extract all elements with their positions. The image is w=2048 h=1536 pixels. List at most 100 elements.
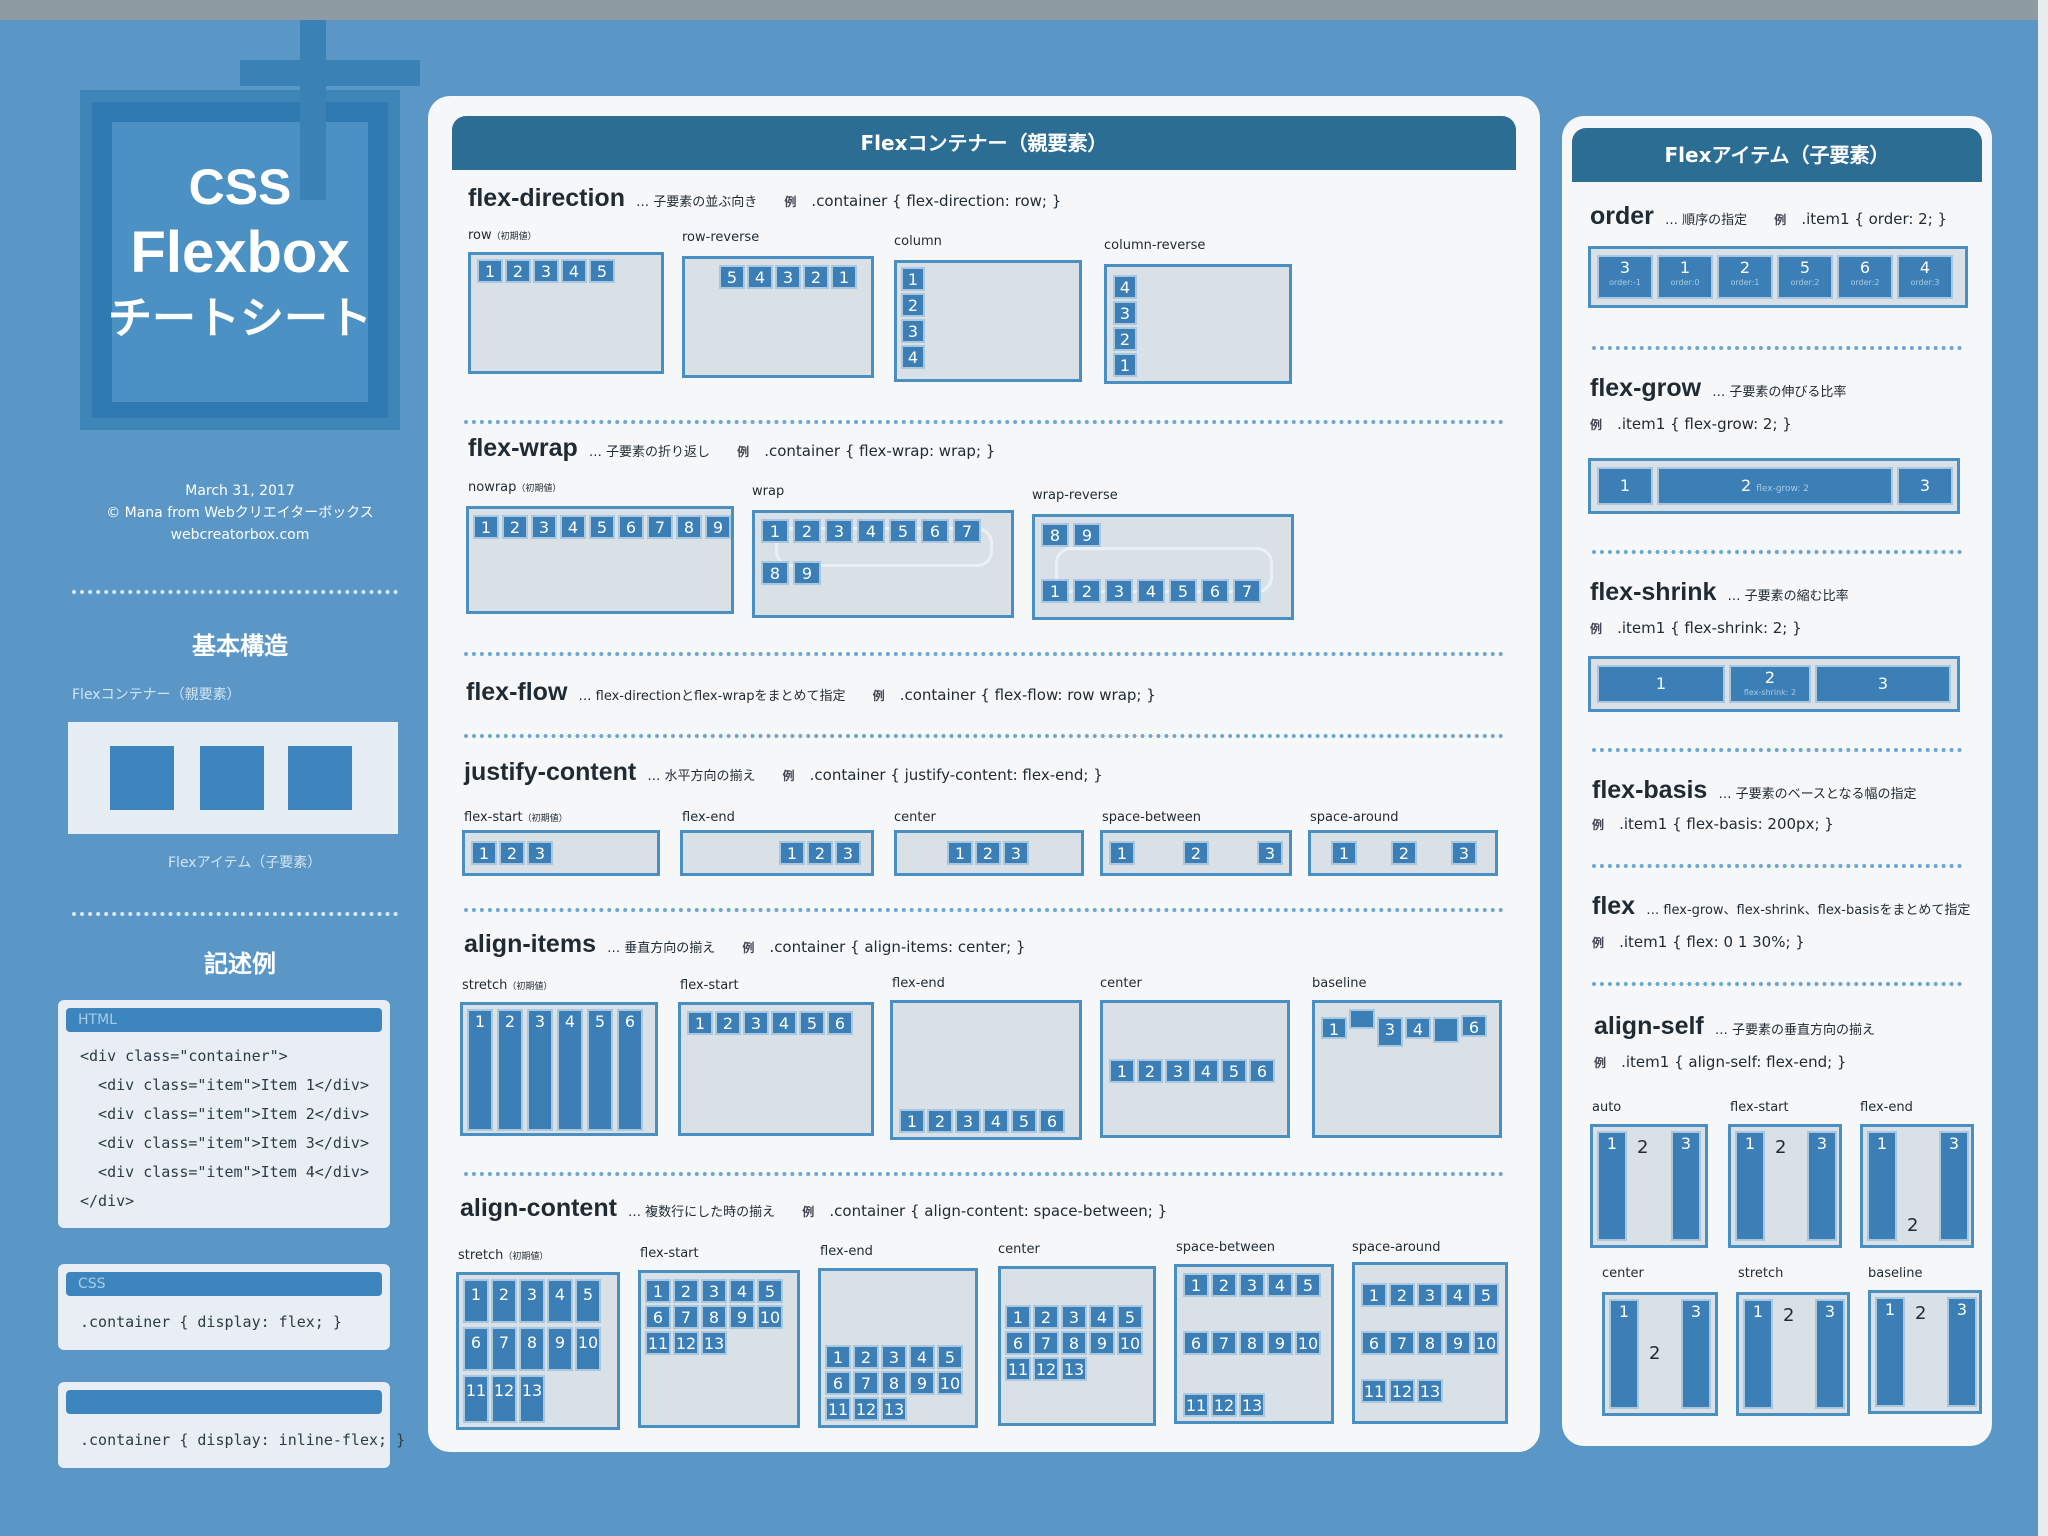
property-code: .item1 { flex-grow: 2; } (1617, 415, 1792, 433)
flex-item: 2 (927, 1109, 953, 1133)
flex-item: 1 (1041, 579, 1069, 603)
demo-label: wrap-reverse (1032, 488, 1118, 503)
flex-item: 5 order:2 (1777, 255, 1833, 299)
flex-item: 5 (1221, 1059, 1247, 1083)
demo-self-flex-start: 1 2 3 (1728, 1124, 1842, 1248)
align-items-row: align-items … 垂直方向の揃え 例 .container { ali… (464, 930, 1025, 959)
demo-label: auto (1592, 1100, 1622, 1115)
code-line: <div class="item">Item 4</div> (80, 1163, 369, 1181)
logo-decoration (300, 20, 326, 200)
initial-value-mark: （初期値） (522, 814, 568, 824)
flex-item: 13 (1239, 1393, 1265, 1417)
demo-column-reverse: 4 3 2 1 (1104, 264, 1292, 384)
flex-item: 11 (1183, 1393, 1209, 1417)
flex-item: 5 (589, 259, 615, 283)
demo-justify-space-between: 1 2 3 (1100, 830, 1292, 876)
example-mark: 例 (1592, 818, 1605, 832)
flex-item: 13 (519, 1375, 545, 1423)
initial-value-mark: （初期値） (507, 982, 553, 992)
example-mark: 例 (784, 195, 797, 209)
flex-item: 2 (502, 515, 528, 539)
flex-item: 6 (1201, 579, 1229, 603)
structure-diagram (68, 722, 398, 834)
property-name: flex-basis (1592, 776, 1708, 804)
flex-item: 8 (1239, 1331, 1265, 1355)
flex-item: 2 (1389, 1283, 1415, 1307)
demo-flex-grow: 1 2 flex-grow: 2 3 (1588, 458, 1960, 514)
demo-label: stretch (1738, 1266, 1784, 1281)
item-number: 4 (1919, 258, 1931, 277)
flex-item: 7 (853, 1371, 879, 1395)
property-code: .container { align-content: space-betwee… (829, 1202, 1168, 1220)
flex-item: 9 (547, 1327, 573, 1371)
flex-item: 13 (1417, 1379, 1443, 1403)
flex-item: 3 (1815, 1299, 1845, 1409)
flex-item: 4 (771, 1011, 797, 1035)
flex-item: 4 (561, 259, 587, 283)
property-name: flex-shrink (1590, 578, 1717, 606)
flex-item: 3 (527, 841, 553, 865)
divider (464, 652, 1504, 656)
demo-align-flex-start: 1 2 3 4 5 6 (678, 1002, 874, 1136)
item-note: order:3 (1910, 278, 1940, 287)
demo-justify-flex-start: 1 2 3 (462, 830, 660, 876)
flex-item: 3 (881, 1345, 907, 1369)
flex-item: 10 (757, 1305, 783, 1329)
flex-item: 8 (1041, 523, 1069, 547)
highlighted-item: 2 (1649, 1343, 1661, 1364)
demo-label: space-around (1352, 1240, 1441, 1255)
flex-item: 2 (853, 1345, 879, 1369)
flex-item: 2 flex-grow: 2 (1657, 467, 1893, 505)
demo-label: flex-start (640, 1246, 699, 1261)
example-mark: 例 (1590, 622, 1603, 636)
flex-item: 3 (1939, 1131, 1969, 1241)
highlighted-item: 2 (1907, 1215, 1919, 1236)
flex-item: 9 (1445, 1331, 1471, 1355)
item-note: order:0 (1670, 278, 1700, 287)
flex-item: 12 (853, 1397, 879, 1421)
property-code: .container { flex-direction: row; } (811, 192, 1062, 210)
flex-item: 1 order:0 (1657, 255, 1713, 299)
flex-item: 1 (1321, 1017, 1347, 1039)
inline-flex-tag (66, 1390, 382, 1414)
flex-item: 2 (673, 1279, 699, 1303)
logo-title: CSS Flexbox チートシート (100, 160, 380, 343)
flex-item: 3 (701, 1279, 727, 1303)
flex-item: 6 (825, 1371, 851, 1395)
demo-justify-center: 1 2 3 (894, 830, 1084, 876)
flex-item: 7 (1233, 579, 1261, 603)
flex-shrink-row: flex-shrink … 子要素の縮む比率 (1590, 578, 1849, 607)
flex-item: 1 (1597, 665, 1725, 703)
demo-content-space-between: 1 2 3 4 5 6 7 8 9 10 11 12 13 (1174, 1264, 1334, 1424)
property-name: flex-direction (468, 184, 625, 212)
demo-flex-shrink: 1 2 flex-shrink: 2 3 (1588, 656, 1960, 712)
diagram-item (110, 746, 174, 810)
demo-label: flex-end (892, 976, 945, 991)
property-name: align-items (464, 930, 596, 958)
demo-label: row（初期値） (468, 228, 537, 243)
property-code: .container { flex-wrap: wrap; } (764, 442, 996, 460)
demo-content-stretch: 1 2 3 4 5 6 7 8 9 10 11 12 13 (456, 1272, 620, 1430)
flex-item: 12 (1033, 1357, 1059, 1381)
flex-item: 8 (761, 561, 789, 585)
flex-item: 1 (901, 267, 925, 291)
order-row: order … 順序の指定 例 .item1 { order: 2; } (1590, 202, 1947, 231)
example-mark: 例 (1594, 1056, 1607, 1070)
demo-label: baseline (1868, 1266, 1923, 1281)
item-number: 3 (1619, 258, 1631, 277)
flex-item: 4 (1445, 1283, 1471, 1307)
flex-item: 11 (463, 1375, 489, 1423)
flex-item: 12 (1211, 1393, 1237, 1417)
flex-item: 4 (1113, 275, 1137, 299)
flex-item: 4 (747, 265, 773, 289)
flex-item: 3 (901, 319, 925, 343)
flex-item: 2 flex-shrink: 2 (1729, 665, 1811, 703)
property-desc: … flex-grow、flex-shrink、flex-basisをまとめて指… (1646, 903, 1971, 918)
property-code: .item1 { flex-basis: 200px; } (1619, 815, 1834, 833)
flex-item: 1 (899, 1109, 925, 1133)
flex-item: 3 (1807, 1131, 1837, 1241)
flex-item: 4 (1137, 579, 1165, 603)
divider (464, 908, 1504, 912)
code-line: </div> (80, 1192, 135, 1210)
